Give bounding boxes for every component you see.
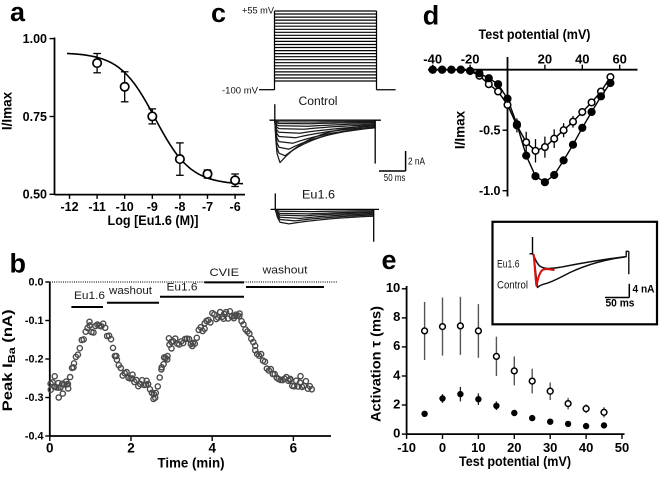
svg-text:d: d <box>423 1 440 31</box>
svg-text:8: 8 <box>393 309 400 324</box>
svg-text:a: a <box>10 0 26 27</box>
svg-text:-0.3: -0.3 <box>25 392 44 404</box>
svg-text:40: 40 <box>575 51 589 66</box>
svg-text:4: 4 <box>393 367 401 382</box>
svg-text:4 nA: 4 nA <box>633 284 655 296</box>
svg-text:6: 6 <box>393 338 400 353</box>
svg-text:20: 20 <box>538 51 552 66</box>
svg-text:4: 4 <box>208 441 216 456</box>
svg-text:50 ms: 50 ms <box>384 173 406 184</box>
svg-text:+55 mV: +55 mV <box>242 5 275 15</box>
svg-text:I/Imax: I/Imax <box>0 91 15 130</box>
svg-text:I/Imax: I/Imax <box>453 110 468 149</box>
svg-text:1.00: 1.00 <box>23 32 47 46</box>
svg-text:-0.1: -0.1 <box>25 315 44 327</box>
svg-text:0.0: 0.0 <box>28 277 43 289</box>
svg-text:-100 mV: -100 mV <box>222 86 259 96</box>
svg-text:Eu1.6: Eu1.6 <box>302 187 335 201</box>
svg-text:Eu1.6: Eu1.6 <box>497 258 520 270</box>
svg-text:10: 10 <box>471 440 485 455</box>
svg-text:30: 30 <box>543 440 557 455</box>
svg-text:Test potential (mV): Test potential (mV) <box>459 453 571 469</box>
svg-text:Eu1.6: Eu1.6 <box>74 290 105 302</box>
svg-text:0: 0 <box>393 425 400 440</box>
svg-text:10: 10 <box>386 280 400 295</box>
svg-text:Control: Control <box>299 94 338 108</box>
svg-text:6: 6 <box>290 441 298 456</box>
svg-text:-1.0: -1.0 <box>479 184 501 198</box>
svg-text:Peak IBa (nA): Peak IBa (nA) <box>0 309 18 411</box>
svg-text:50: 50 <box>615 440 629 455</box>
svg-text:Activation τ (ms): Activation τ (ms) <box>368 306 384 422</box>
svg-text:2: 2 <box>393 396 400 411</box>
svg-text:washout: washout <box>108 285 153 297</box>
svg-text:Time (min): Time (min) <box>158 455 225 471</box>
svg-text:50 ms: 50 ms <box>606 298 635 310</box>
svg-text:-0.5: -0.5 <box>479 124 501 138</box>
svg-text:-0.2: -0.2 <box>25 354 44 366</box>
svg-text:60: 60 <box>612 51 626 66</box>
svg-text:-20: -20 <box>461 51 480 66</box>
svg-text:-9: -9 <box>147 200 158 214</box>
svg-text:0.50: 0.50 <box>23 188 47 202</box>
svg-text:e: e <box>382 245 397 275</box>
svg-text:Test potential (mV): Test potential (mV) <box>479 27 591 42</box>
svg-text:0: 0 <box>46 441 54 456</box>
svg-text:b: b <box>10 248 27 278</box>
svg-text:Control: Control <box>497 279 528 291</box>
svg-text:0.75: 0.75 <box>23 110 47 124</box>
svg-text:-40: -40 <box>423 51 442 66</box>
svg-text:CVIE: CVIE <box>210 267 240 279</box>
svg-text:-10: -10 <box>397 440 416 455</box>
svg-text:-6: -6 <box>230 200 241 214</box>
svg-text:40: 40 <box>579 440 593 455</box>
svg-text:Log [Eu1.6 (M)]: Log [Eu1.6 (M)] <box>108 213 199 228</box>
svg-text:-12: -12 <box>60 200 78 214</box>
svg-text:0: 0 <box>439 440 446 455</box>
svg-text:2: 2 <box>127 441 135 456</box>
svg-text:-10: -10 <box>116 200 134 214</box>
svg-text:20: 20 <box>507 440 521 455</box>
svg-text:-11: -11 <box>88 200 105 214</box>
svg-text:-7: -7 <box>202 200 213 214</box>
svg-text:c: c <box>211 0 226 28</box>
svg-text:-8: -8 <box>174 200 185 214</box>
svg-text:2 nA: 2 nA <box>408 157 425 168</box>
svg-text:-0.4: -0.4 <box>25 431 44 443</box>
svg-text:Eu1.6: Eu1.6 <box>167 282 198 294</box>
svg-text:washout: washout <box>261 265 308 277</box>
